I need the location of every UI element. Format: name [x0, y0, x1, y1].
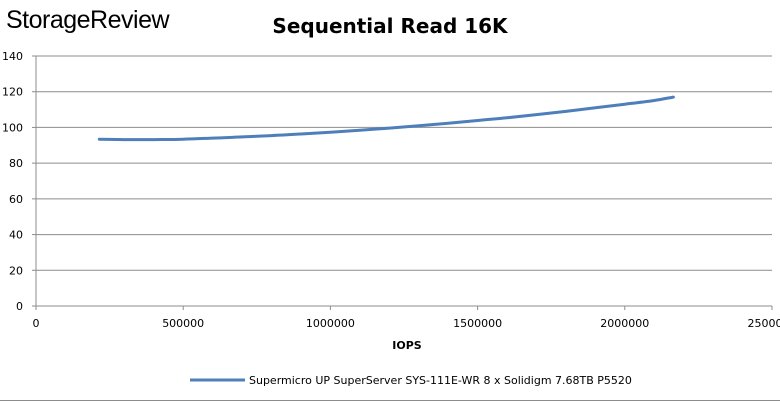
grid — [36, 55, 772, 271]
x-tick-label: 1000000 — [306, 317, 355, 330]
y-tick-label: 60 — [9, 193, 23, 206]
y-tick-label: 80 — [9, 157, 23, 170]
y-tick-label: 0 — [16, 300, 23, 313]
legend-label: Supermicro UP SuperServer SYS-111E-WR 8 … — [249, 374, 632, 387]
x-tick-label: 2000000 — [600, 317, 649, 330]
x-tick-label: 0 — [33, 317, 40, 330]
x-tick-label: 1500000 — [453, 317, 502, 330]
series-line — [97, 95, 675, 142]
x-axis-label: IOPS — [392, 339, 422, 352]
y-tick-label: 120 — [2, 86, 23, 99]
axes — [35, 56, 772, 307]
y-tick-label: 140 — [2, 50, 23, 63]
y-tick-label: 40 — [9, 229, 23, 242]
y-tick-label: 20 — [9, 264, 23, 277]
series-layer — [97, 95, 675, 142]
legend: Supermicro UP SuperServer SYS-111E-WR 8 … — [190, 374, 632, 387]
chart-title: Sequential Read 16K — [272, 14, 509, 38]
x-axis-ticks: 0 500000 1000000 1500000 2000000 2500000 — [33, 306, 780, 330]
y-tick-label: 100 — [2, 121, 23, 134]
x-tick-label: 500000 — [162, 317, 204, 330]
y-axis-ticks: 0 20 40 60 80 100 120 140 — [2, 50, 36, 313]
x-tick-label: 2500000 — [748, 317, 780, 330]
logo: StorageReview — [6, 6, 170, 34]
